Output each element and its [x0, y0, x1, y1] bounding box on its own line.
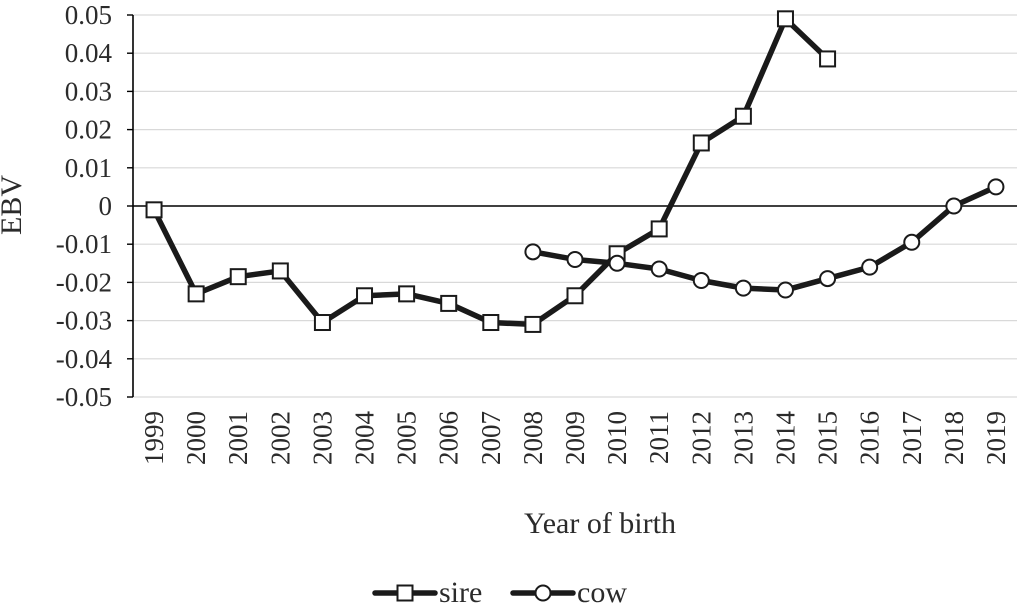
- data-point-circle: [987, 178, 1005, 196]
- x-tick-label: 2014: [770, 411, 800, 466]
- series-line-sire: [151, 16, 831, 328]
- series-cow: [524, 178, 1005, 299]
- legend-label-sire: sire: [439, 576, 482, 604]
- x-tick-label: 2018: [939, 411, 969, 465]
- gridlines: [133, 14, 1017, 398]
- axes: [127, 14, 1017, 398]
- y-tick-label: 0.03: [65, 76, 112, 106]
- x-tick-label: 2011: [644, 411, 674, 464]
- data-point-circle: [608, 254, 626, 272]
- x-axis-title: Year of birth: [524, 507, 676, 540]
- x-tick-label: 2016: [855, 411, 885, 465]
- legend-item-sire: sire: [372, 576, 482, 604]
- data-point-circle: [692, 271, 710, 289]
- data-point-square: [650, 220, 668, 238]
- y-tick-label: 0.05: [65, 0, 112, 30]
- data-point-square: [145, 201, 163, 219]
- legend-label-cow: cow: [577, 576, 627, 604]
- data-point-square: [396, 584, 414, 602]
- data-point-square: [313, 314, 331, 332]
- x-tick-label: 2003: [307, 411, 337, 465]
- data-point-circle: [650, 260, 668, 278]
- y-tick-label: 0.01: [65, 153, 112, 183]
- x-tick-label: 2010: [602, 411, 632, 465]
- x-tick-label: 2002: [265, 411, 295, 465]
- data-point-circle: [776, 281, 794, 299]
- x-tick-label: 2015: [813, 411, 843, 465]
- data-point-square: [229, 268, 247, 286]
- y-tick-label: -0.02: [56, 267, 112, 297]
- x-tick-label: 2004: [350, 411, 380, 466]
- x-tick-label: 2013: [728, 411, 758, 465]
- data-point-circle: [734, 279, 752, 297]
- data-point-square: [692, 134, 710, 152]
- data-point-square: [356, 287, 374, 305]
- data-point-circle: [945, 197, 963, 215]
- data-point-circle: [819, 270, 837, 288]
- data-point-circle: [903, 233, 921, 251]
- x-tick-label: 2006: [434, 411, 464, 465]
- x-tick-label: 2012: [686, 411, 716, 465]
- y-tick-label: 0: [99, 191, 113, 221]
- x-tick-label: 2017: [897, 411, 927, 465]
- data-point-square: [776, 10, 794, 28]
- y-tick-label: -0.01: [56, 229, 112, 259]
- x-tick-label: 2009: [560, 411, 590, 465]
- series-line-cow: [530, 184, 999, 293]
- data-point-square: [734, 107, 752, 125]
- data-point-square: [271, 262, 289, 280]
- x-tick-labels: 1999 2000 2001 2002 2003 2004 2005 2006 2007 2008…: [139, 411, 1011, 466]
- series-sire: [145, 10, 837, 333]
- x-tick-label: 1999: [139, 411, 169, 465]
- legend-item-cow: cow: [510, 576, 627, 604]
- x-tick-label: 2008: [518, 411, 548, 465]
- data-point-circle: [566, 250, 584, 268]
- x-tick-label: 2007: [476, 411, 506, 465]
- legend: sire cow: [372, 576, 627, 604]
- y-tick-label: 0.04: [65, 38, 113, 68]
- y-tick-label: -0.03: [56, 306, 112, 336]
- y-tick-label: 0.02: [65, 115, 112, 145]
- data-point-square: [566, 287, 584, 305]
- data-point-square: [440, 294, 458, 312]
- x-tick-label: 2005: [392, 411, 422, 465]
- y-axis-title: EBV: [0, 175, 28, 235]
- data-point-square: [819, 50, 837, 68]
- y-tick-label: -0.04: [56, 344, 113, 374]
- series: [145, 10, 1005, 333]
- data-point-square: [524, 315, 542, 333]
- x-tick-label: 2000: [181, 411, 211, 465]
- x-tick-label: 2019: [981, 411, 1011, 465]
- data-point-square: [187, 285, 205, 303]
- data-point-circle: [534, 584, 552, 602]
- data-point-square: [482, 314, 500, 332]
- data-point-circle: [524, 243, 542, 261]
- x-tick-label: 2001: [223, 411, 253, 465]
- data-point-square: [398, 285, 416, 303]
- y-tick-labels: 0.05 0.04 0.03 0.02 0.01 0 -0.01 -0.02 -0.03 -0.0…: [56, 0, 113, 412]
- data-point-circle: [861, 258, 879, 276]
- y-tick-label: -0.05: [56, 382, 112, 412]
